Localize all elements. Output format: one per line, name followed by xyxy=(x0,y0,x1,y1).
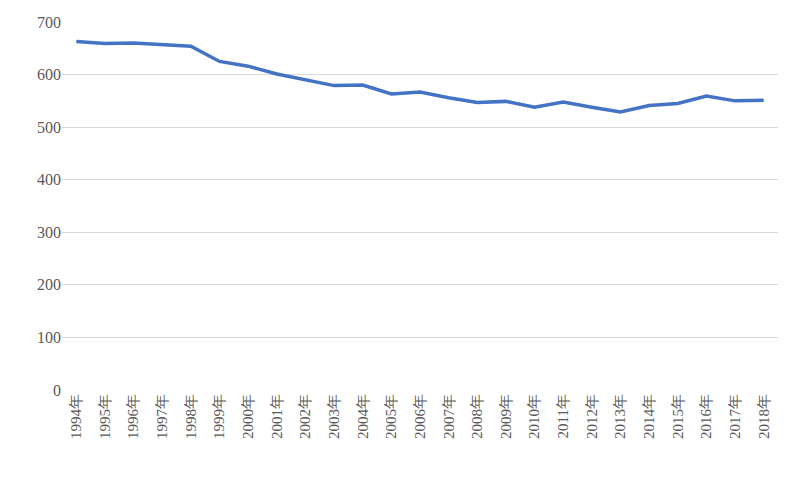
svg-text:2010年: 2010年 xyxy=(526,394,542,439)
svg-text:2009年: 2009年 xyxy=(498,394,514,439)
svg-text:2003年: 2003年 xyxy=(326,394,342,439)
svg-text:100: 100 xyxy=(37,329,61,346)
svg-text:2007年: 2007年 xyxy=(441,394,457,439)
svg-text:2001年: 2001年 xyxy=(269,394,285,439)
svg-text:2000年: 2000年 xyxy=(240,394,256,439)
svg-text:1995年: 1995年 xyxy=(97,394,113,439)
svg-text:500: 500 xyxy=(37,119,61,136)
svg-text:1999年: 1999年 xyxy=(211,394,227,439)
svg-text:0: 0 xyxy=(53,382,61,399)
svg-text:700: 700 xyxy=(37,14,61,31)
svg-text:2008年: 2008年 xyxy=(469,394,485,439)
svg-text:2016年: 2016年 xyxy=(698,394,714,439)
svg-text:2005年: 2005年 xyxy=(383,394,399,439)
svg-text:1996年: 1996年 xyxy=(125,394,141,439)
svg-text:2015年: 2015年 xyxy=(670,394,686,439)
svg-text:400: 400 xyxy=(37,171,61,188)
svg-text:2014年: 2014年 xyxy=(641,394,657,439)
svg-text:2012年: 2012年 xyxy=(584,394,600,439)
svg-text:200: 200 xyxy=(37,276,61,293)
svg-text:1998年: 1998年 xyxy=(183,394,199,439)
svg-text:2002年: 2002年 xyxy=(297,394,313,439)
svg-text:2006年: 2006年 xyxy=(412,394,428,439)
svg-text:2018年: 2018年 xyxy=(756,394,772,439)
svg-text:600: 600 xyxy=(37,66,61,83)
svg-text:2017年: 2017年 xyxy=(727,394,743,439)
svg-text:2011年: 2011年 xyxy=(555,394,571,438)
svg-text:2013年: 2013年 xyxy=(612,394,628,439)
svg-text:1997年: 1997年 xyxy=(154,394,170,439)
svg-text:300: 300 xyxy=(37,224,61,241)
svg-text:2004年: 2004年 xyxy=(355,394,371,439)
svg-text:1994年: 1994年 xyxy=(68,394,84,439)
